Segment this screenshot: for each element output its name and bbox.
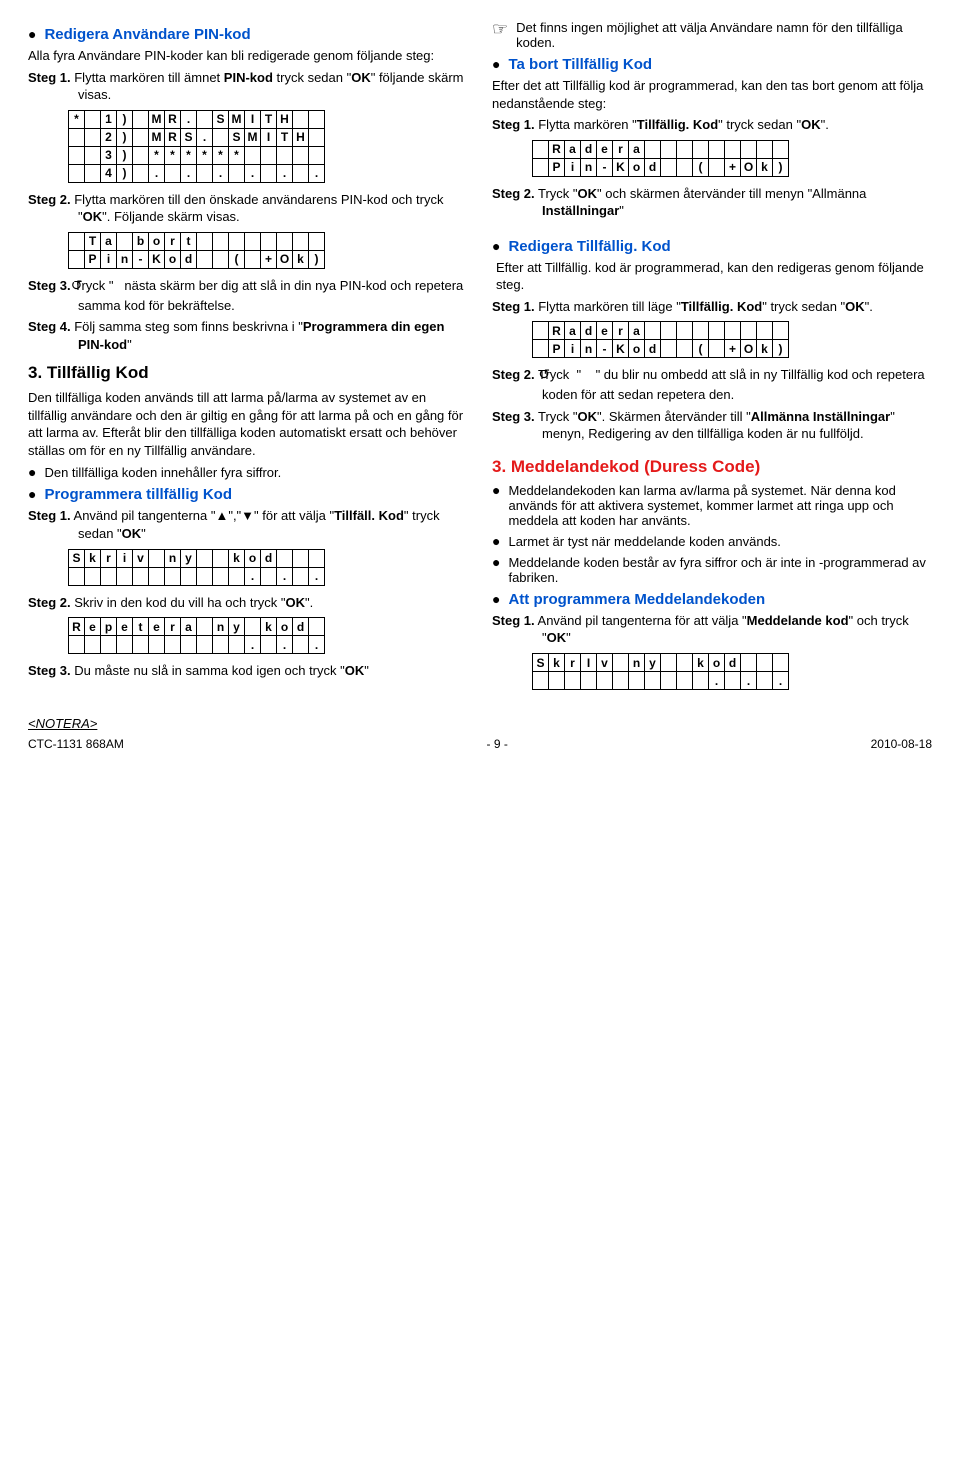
bullet-icon: ● (492, 555, 500, 569)
pointer-icon: ☞ (492, 20, 508, 38)
heading-text: Redigera Tillfällig. Kod (508, 238, 670, 255)
tillfallig-desc: Den tillfälliga koden används till att l… (28, 389, 468, 459)
lcd-repetera-ny: Repetera ny kod . . . (68, 617, 325, 654)
step-4: Steg 4. Följ samma steg som finns beskri… (28, 318, 468, 353)
edit-step-1: Steg 1. Flytta markören till läge "Tillf… (492, 298, 932, 316)
duress-b2: ● Larmet är tyst när meddelande koden an… (492, 534, 932, 549)
footer-date: 2010-08-18 (871, 737, 932, 751)
lcd-radera-1: Radera Pin-Kod ( +Ok) (532, 140, 789, 177)
heading-text: Programmera tillfällig Kod (44, 486, 232, 503)
notera-tag: <NOTERA> (28, 716, 932, 731)
note-row: ☞ Det finns ingen möjlighet att välja An… (492, 20, 932, 50)
bullet-icon: ● (28, 27, 36, 41)
bullet-icon: ● (492, 483, 500, 497)
lcd-users-list: * 1) MR. SMITH 2) MRS. SMITH 3) ****** 4… (68, 110, 325, 183)
rem-step-2: Steg 2. Tryck "OK" och skärmen återvände… (492, 185, 932, 220)
bullet-icon: ● (492, 534, 500, 548)
lcd-skriv-ny-duress: SkrIv ny kod . . . (532, 653, 789, 690)
bullet-four-digits: ● Den tillfälliga koden innehåller fyra … (28, 465, 468, 480)
heading-edit-user-pin: ● Redigera Användare PIN-kod (28, 26, 468, 43)
edit-step-2: Steg 2. Tryck " ↺ " du blir nu ombedd at… (492, 366, 932, 403)
note-text: Det finns ingen möjlighet att välja Anvä… (516, 20, 932, 50)
edit-step-3: Steg 3. Tryck "OK". Skärmen återvänder t… (492, 408, 932, 443)
intro-text: Alla fyra Användare PIN-koder kan bli re… (28, 47, 468, 65)
section-duress: 3. Meddelandekod (Duress Code) (492, 457, 932, 477)
step-2: Steg 2. Flytta markören till den önskade… (28, 191, 468, 226)
prog-step-1: Steg 1. Använd pil tangenterna "▲","▼" f… (28, 507, 468, 542)
rem-step-1: Steg 1. Flytta markören "Tillfällig. Kod… (492, 116, 932, 134)
prog-step-2: Steg 2. Skriv in den kod du vill ha och … (28, 594, 468, 612)
step-1: Steg 1. Flytta markören till ämnet PIN-k… (28, 69, 468, 104)
remove-desc: Efter det att Tillfällig kod är programm… (492, 77, 932, 112)
lcd-skriv-ny: Skriv ny kod . . . (68, 549, 325, 586)
right-column: ☞ Det finns ingen möjlighet att välja An… (492, 20, 932, 698)
bullet-icon: ● (28, 487, 36, 501)
bullet-icon: ● (492, 592, 500, 606)
footer-model: CTC-1131 868AM (28, 737, 124, 751)
bullet-icon: ● (492, 57, 500, 71)
edit-desc: Efter att Tillfällig. kod är programmera… (492, 259, 932, 294)
duress-step-1: Steg 1. Använd pil tangenterna för att v… (492, 612, 932, 647)
prog-step-3: Steg 3. Du måste nu slå in samma kod ige… (28, 662, 468, 680)
footer: CTC-1131 868AM - 9 - 2010-08-18 (28, 735, 932, 753)
heading-edit-temp: ● Redigera Tillfällig. Kod (492, 238, 932, 255)
heading-remove-temp: ● Ta bort Tillfällig Kod (492, 56, 932, 73)
section-tillfallig-kod: 3. Tillfällig Kod (28, 363, 468, 383)
heading-text: Redigera Användare PIN-kod (44, 26, 250, 43)
duress-b3: ● Meddelande koden består av fyra siffro… (492, 555, 932, 585)
bullet-icon: ● (492, 239, 500, 253)
bullet-text: Den tillfälliga koden innehåller fyra si… (44, 465, 281, 480)
heading-prog-duress: ● Att programmera Meddelandekoden (492, 591, 932, 608)
bullet-icon: ● (28, 465, 36, 479)
lcd-delete-pin: Ta bort Pin-Kod ( +Ok) (68, 232, 325, 269)
bullet-text: Meddelandekoden kan larma av/larma på sy… (508, 483, 932, 528)
heading-text: Ta bort Tillfällig Kod (508, 56, 652, 73)
heading-text: Att programmera Meddelandekoden (508, 591, 765, 608)
footer-page: - 9 - (487, 737, 508, 751)
left-column: ● Redigera Användare PIN-kod Alla fyra A… (28, 20, 468, 698)
lcd-radera-2: Radera Pin-Kod ( +Ok) (532, 321, 789, 358)
duress-b1: ● Meddelandekoden kan larma av/larma på … (492, 483, 932, 528)
heading-program-temp: ● Programmera tillfällig Kod (28, 486, 468, 503)
bullet-text: Meddelande koden består av fyra siffror … (508, 555, 932, 585)
step-3: Steg 3. Tryck " ↺ nästa skärm ber dig at… (28, 277, 468, 314)
bullet-text: Larmet är tyst när meddelande koden anvä… (508, 534, 780, 549)
